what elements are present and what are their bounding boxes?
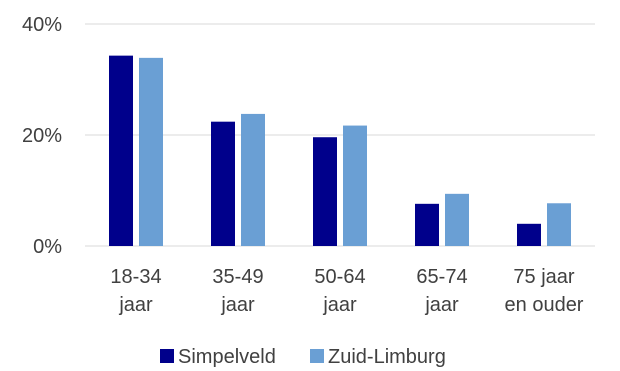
x-category-label: 18-34 jaar	[110, 266, 161, 316]
legend: Simpelveld Zuid-Limburg	[160, 346, 446, 368]
bar-simpelveld-1	[211, 121, 235, 246]
bar-simpelveld-0	[109, 55, 133, 247]
x-category-label: 35-49 jaar	[212, 266, 263, 316]
y-tick-label: 40%	[22, 14, 62, 36]
bar-simpelveld-2	[313, 137, 337, 246]
x-category-label: 75 jaar en ouder	[505, 266, 584, 316]
y-tick-label: 0%	[33, 236, 62, 258]
bar-simpelveld-4	[517, 223, 541, 246]
bar-zuid-limburg-2	[343, 125, 367, 246]
legend-swatch	[310, 349, 324, 363]
gridlines	[85, 23, 595, 247]
x-category-label: 50-64 jaar	[314, 266, 365, 316]
y-axis-tick-labels: 0% 20% 40%	[22, 14, 62, 258]
bar-zuid-limburg-1	[241, 113, 265, 246]
y-tick-label: 20%	[22, 125, 62, 147]
legend-item-zuid-limburg: Zuid-Limburg	[310, 346, 446, 368]
bar-zuid-limburg-0	[139, 57, 163, 247]
legend-label: Zuid-Limburg	[328, 346, 446, 368]
legend-swatch	[160, 349, 174, 363]
x-axis-category-labels: 18-34 jaar 35-49 jaar 50-64 jaar 65-74 jaar 75 j…	[110, 266, 583, 316]
bar-zuid-limburg-3	[445, 193, 469, 246]
legend-label: Simpelveld	[178, 346, 276, 368]
bar-simpelveld-3	[415, 203, 439, 246]
legend-item-simpelveld: Simpelveld	[160, 346, 276, 368]
x-category-label: 65-74 jaar	[416, 266, 467, 316]
bar-zuid-limburg-4	[547, 203, 571, 246]
bars	[109, 55, 571, 247]
